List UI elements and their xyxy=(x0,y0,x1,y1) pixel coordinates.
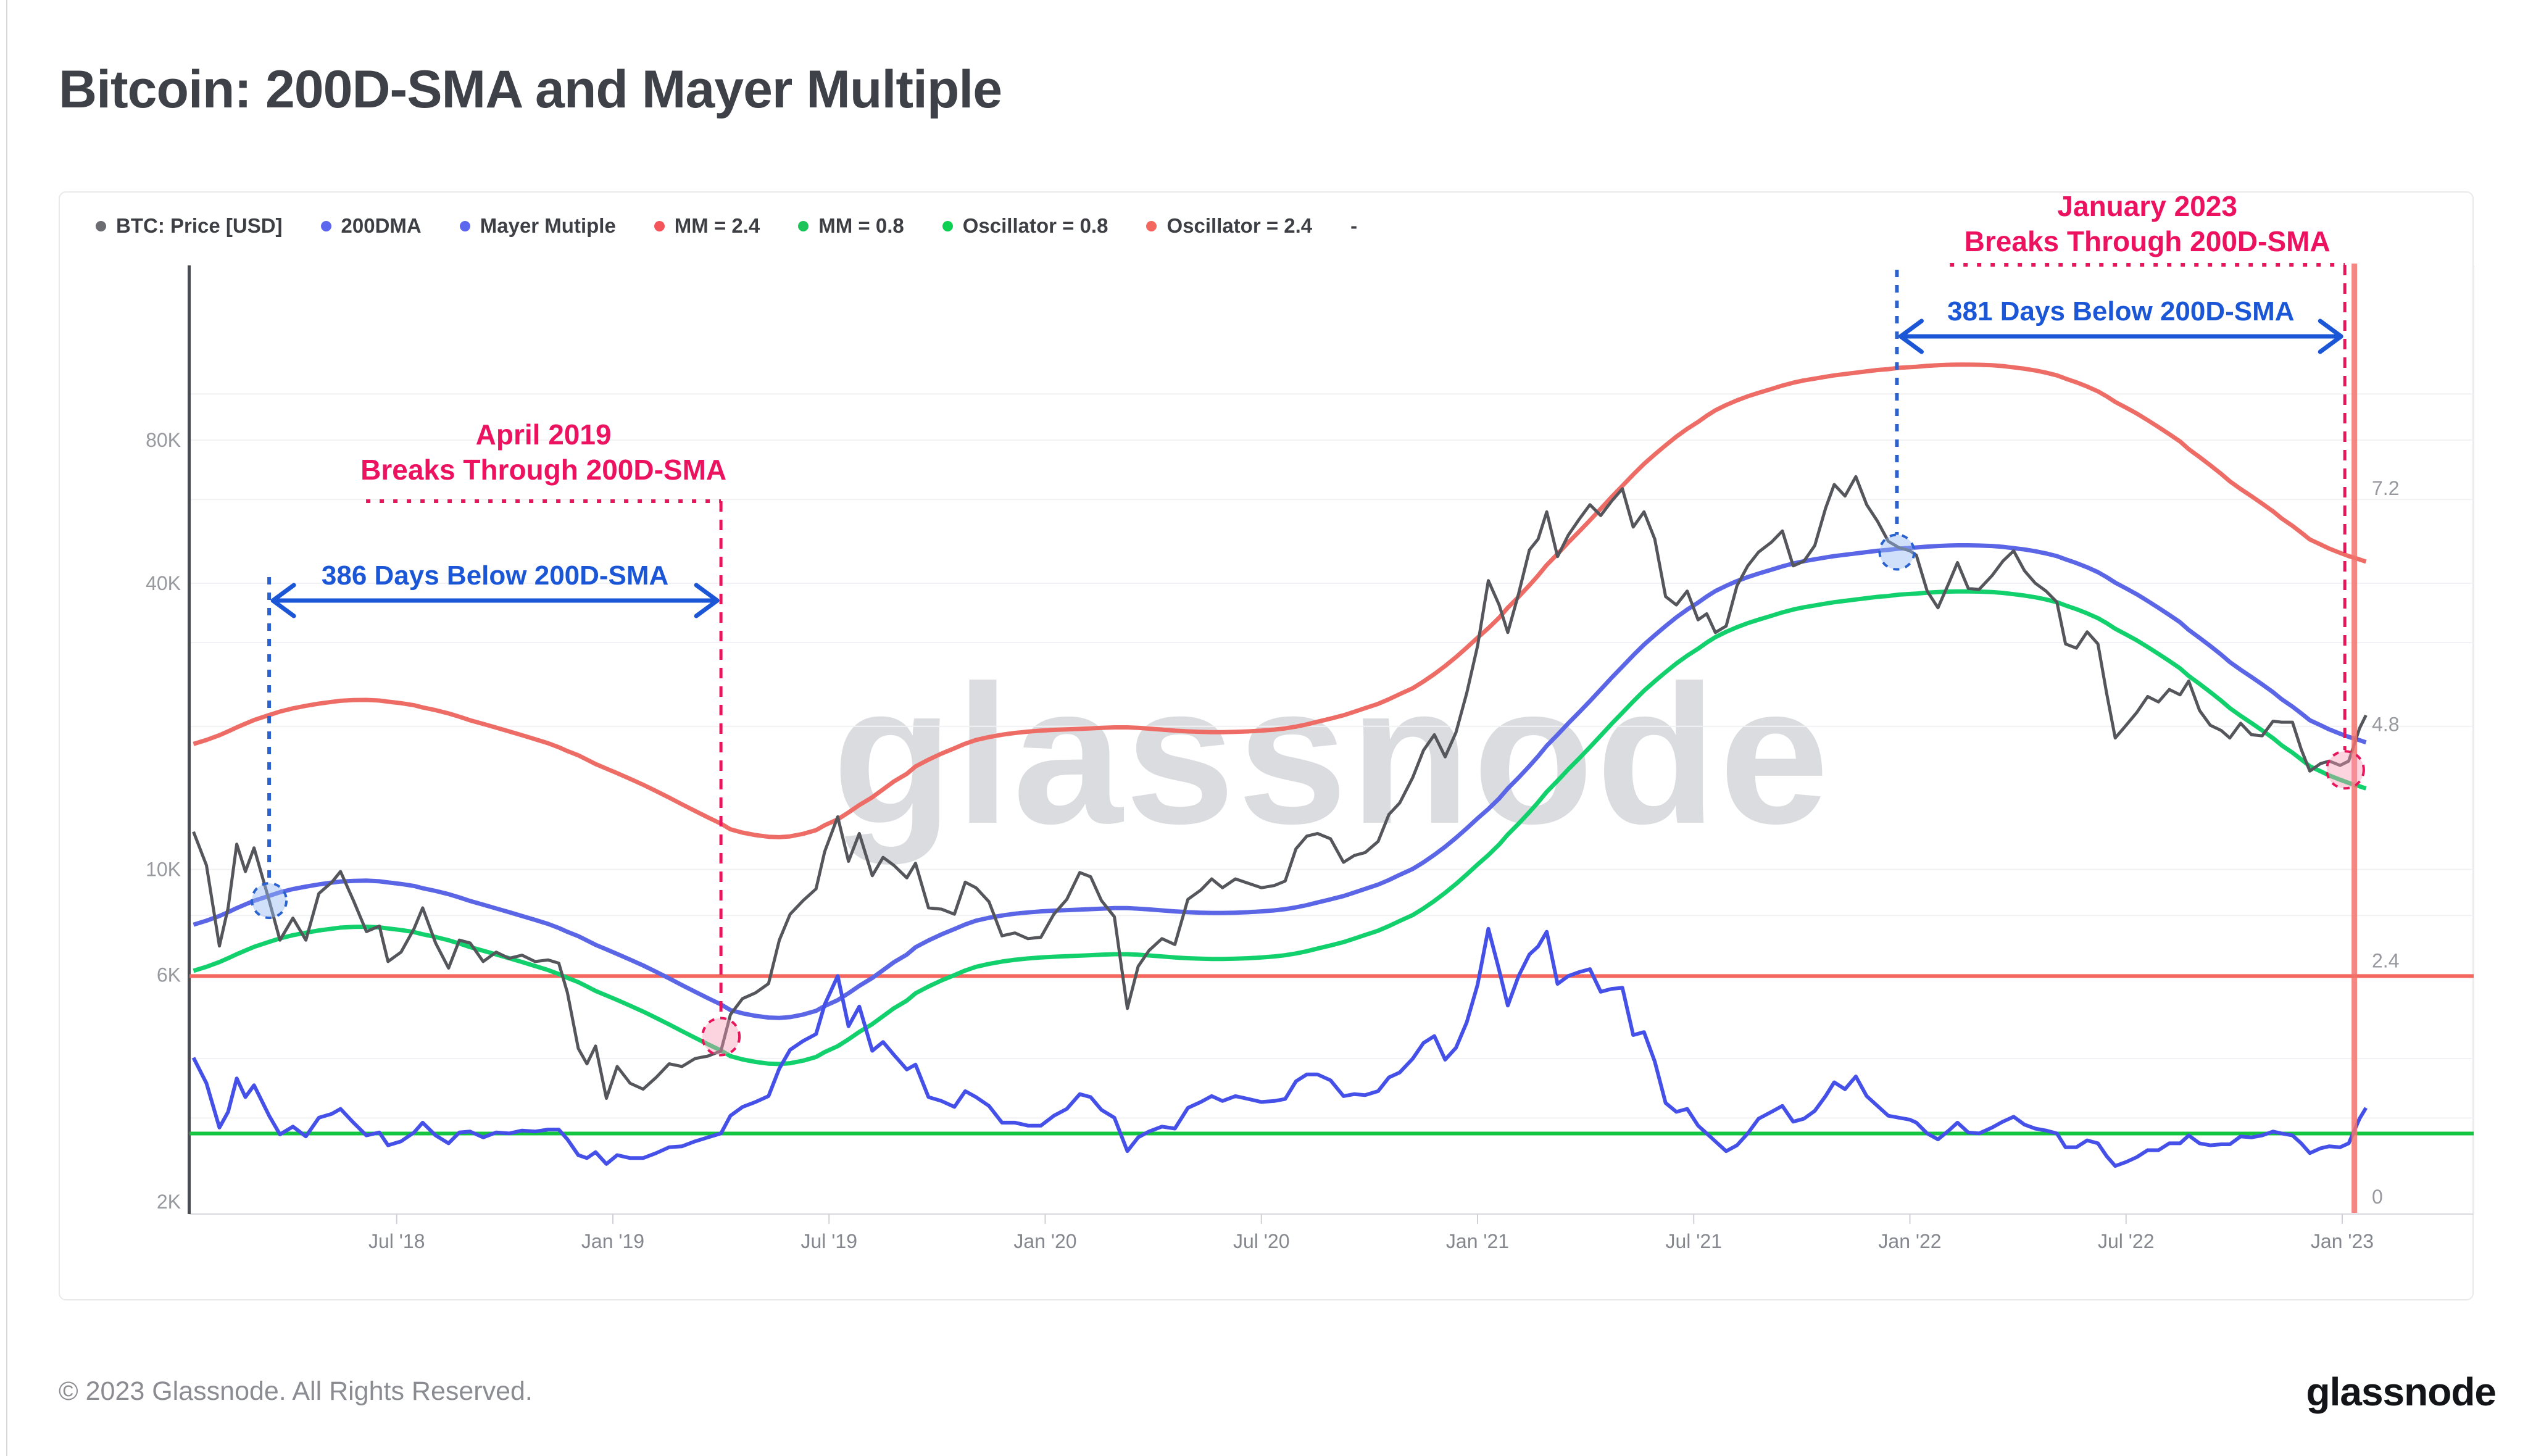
legend-label: BTC: Price [USD] xyxy=(116,214,283,237)
mm-upper-band-series xyxy=(193,362,2367,839)
chart-card xyxy=(59,191,2474,1300)
annotation-title: January 2023 xyxy=(2057,190,2237,222)
annotation-april-2019: April 2019 Breaks Through 200D-SMA xyxy=(360,417,726,488)
svg-text:Jul '22: Jul '22 xyxy=(2098,1230,2155,1252)
legend-item-3[interactable]: MM = 2.4 xyxy=(654,214,760,238)
svg-text:80K: 80K xyxy=(146,429,181,451)
annotation-subtitle: Breaks Through 200D-SMA xyxy=(1964,225,2330,257)
page-title: Bitcoin: 200D-SMA and Mayer Multiple xyxy=(59,60,1002,119)
svg-text:Jul '18: Jul '18 xyxy=(368,1230,425,1252)
btc-price-series xyxy=(192,475,2368,1100)
annotation-january-2023: January 2023 Breaks Through 200D-SMA xyxy=(1965,189,2330,259)
annotation-title: April 2019 xyxy=(475,418,612,451)
svg-text:Jul '19: Jul '19 xyxy=(801,1230,858,1252)
svg-text:Jan '21: Jan '21 xyxy=(1446,1230,1509,1252)
svg-text:Jul '21: Jul '21 xyxy=(1666,1230,1723,1252)
svg-text:Jul '20: Jul '20 xyxy=(1233,1230,1290,1252)
glassnode-watermark: glassnode xyxy=(832,644,1832,865)
mayer-multiple-series xyxy=(191,926,2368,1168)
window-edge-line xyxy=(6,0,7,1456)
legend-dot xyxy=(654,220,665,231)
legend-item-7[interactable]: - xyxy=(1350,214,1357,238)
svg-text:7.2: 7.2 xyxy=(2372,477,2399,499)
legend-label: 200DMA xyxy=(341,214,422,237)
legend-dot xyxy=(798,220,809,231)
legend-item-5[interactable]: Oscillator = 0.8 xyxy=(942,214,1108,238)
legend-dot xyxy=(942,220,953,231)
legend-label: Oscillator = 0.8 xyxy=(962,214,1108,237)
legend-label: - xyxy=(1350,214,1358,237)
legend-label: Mayer Mutiple xyxy=(480,214,616,237)
annotation-left-graphics xyxy=(251,499,741,1057)
annotation-381-days-label: 381 Days Below 200D-SMA xyxy=(1947,296,2295,327)
legend-label: MM = 2.4 xyxy=(674,214,760,237)
dma200-series xyxy=(193,543,2367,1020)
svg-text:6K: 6K xyxy=(157,963,181,986)
svg-text:4.8: 4.8 xyxy=(2372,713,2399,736)
chart-legend: BTC: Price [USD] 200DMA Mayer Mutiple MM = … xyxy=(96,209,1357,243)
svg-text:Jan '22: Jan '22 xyxy=(1878,1230,1941,1252)
annotation-subtitle: Breaks Through 200D-SMA xyxy=(360,454,727,486)
legend-item-0[interactable]: BTC: Price [USD] xyxy=(96,214,283,238)
glassnode-logo: glassnode xyxy=(2306,1370,2497,1414)
svg-text:2K: 2K xyxy=(157,1191,181,1213)
legend-item-1[interactable]: 200DMA xyxy=(320,214,422,238)
legend-dot xyxy=(96,220,106,231)
mm-lower-band-series xyxy=(193,589,2367,1067)
svg-text:Jan '19: Jan '19 xyxy=(581,1230,644,1252)
annotation-386-days-label: 386 Days Below 200D-SMA xyxy=(321,560,669,591)
svg-text:40K: 40K xyxy=(146,572,181,594)
legend-dot xyxy=(459,220,470,231)
legend-dot xyxy=(1146,220,1157,231)
legend-label: MM = 0.8 xyxy=(818,214,904,237)
copyright-text: © 2023 Glassnode. All Rights Reserved. xyxy=(59,1376,533,1406)
svg-text:10K: 10K xyxy=(146,859,181,881)
svg-text:Jan '20: Jan '20 xyxy=(1013,1230,1076,1252)
svg-text:Jan '23: Jan '23 xyxy=(2311,1230,2374,1252)
svg-text:0: 0 xyxy=(2372,1186,2383,1208)
legend-item-2[interactable]: Mayer Mutiple xyxy=(459,214,616,238)
legend-dot xyxy=(320,220,331,231)
annotation-right-graphics xyxy=(1878,263,2365,790)
legend-item-4[interactable]: MM = 0.8 xyxy=(798,214,904,238)
legend-item-6[interactable]: Oscillator = 2.4 xyxy=(1146,214,1312,238)
legend-label: Oscillator = 2.4 xyxy=(1166,214,1313,237)
svg-text:2.4: 2.4 xyxy=(2372,949,2399,971)
